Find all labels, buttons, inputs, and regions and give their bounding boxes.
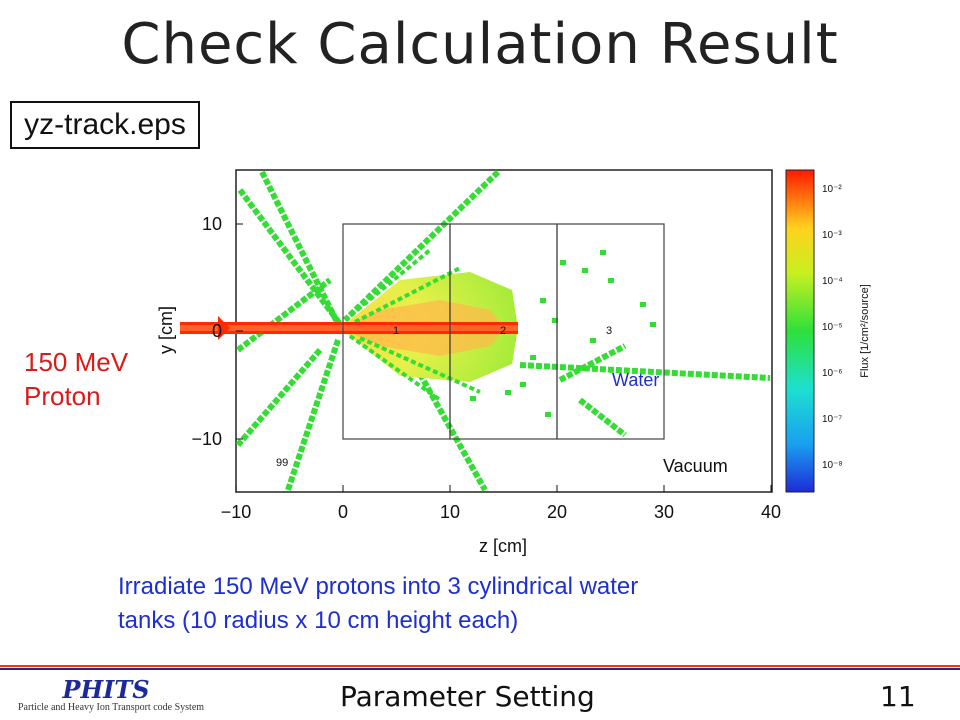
track-dot: [608, 278, 614, 283]
track-dot: [530, 355, 536, 360]
colorbar-tick-label: 10⁻³: [822, 230, 842, 241]
colorbar-label: Flux [1/cm²/source]: [859, 284, 871, 378]
region-label-3: 3: [606, 325, 612, 337]
region-labels: 1 2 3 99: [276, 325, 612, 469]
track-dot: [582, 268, 588, 273]
proton-source-label: 150 MeV Proton: [24, 345, 128, 413]
track-dot: [520, 382, 526, 387]
colorbar-tick-label: 10⁻⁴: [822, 276, 843, 287]
colorbar-tick-label: 10⁻²: [822, 184, 842, 195]
track-line: [519, 362, 771, 381]
y-axis: 10 0 −10 y [cm]: [156, 214, 243, 449]
fringe-track: [354, 266, 461, 324]
logo-wordmark: PHITS: [62, 675, 150, 704]
colorbar-tick-label: 10⁻⁵: [822, 322, 843, 333]
x-tick-label: 10: [440, 502, 460, 522]
fringe-track: [359, 336, 481, 394]
track-line: [558, 343, 627, 383]
page-number: 11: [880, 680, 916, 713]
track-line: [285, 339, 341, 491]
colorbar-scale: [785, 169, 815, 493]
track-dot: [650, 322, 656, 327]
x-tick-label: −10: [221, 502, 252, 522]
beam-arrow-icon: [218, 316, 230, 340]
proton-energy-text: 150 MeV: [24, 347, 129, 377]
flux-track-plot: 1 2 3 99 Water Vacuum −10 0 10 20 30 40 …: [156, 169, 871, 556]
track-dot: [505, 390, 511, 395]
irradiation-note: Irradiate 150 MeV protons into 3 cylindr…: [118, 570, 838, 638]
slide-title: Check Calculation Result: [121, 12, 839, 77]
scattered-tracks: [235, 169, 771, 492]
track-line: [237, 188, 343, 326]
phits-logo: PHITS Particle and Heavy Ion Transport c…: [6, 675, 216, 717]
x-tick-label: 0: [338, 502, 348, 522]
track-dot: [600, 250, 606, 255]
region-label-2: 2: [500, 325, 506, 337]
x-axis: −10 0 10 20 30 40 z [cm]: [221, 485, 781, 556]
track-dot: [545, 412, 551, 417]
cone-fringe: [343, 248, 481, 402]
colorbar-tick-label: 10⁻⁸: [822, 460, 843, 471]
track-dot: [590, 338, 596, 343]
colorbar-ticks: 10⁻² 10⁻³ 10⁻⁴ 10⁻⁵ 10⁻⁶ 10⁻⁷ 10⁻⁸: [822, 184, 843, 471]
water-tank-3: [556, 223, 665, 440]
y-tick-label: 0: [212, 321, 222, 341]
water-tanks: [342, 223, 665, 440]
footer-divider-red: [0, 665, 960, 667]
track-dot: [540, 298, 546, 303]
track-line: [417, 372, 488, 492]
track-line: [235, 348, 323, 447]
colorbar-tick-label: 10⁻⁶: [822, 368, 843, 379]
x-tick-label: 30: [654, 502, 674, 522]
vacuum-label: Vacuum: [663, 456, 728, 476]
track-dot: [470, 396, 476, 401]
fringe-track: [343, 248, 432, 322]
file-name-badge: yz-track.eps: [10, 101, 200, 149]
track-line: [578, 397, 627, 438]
note-line-2: tanks (10 radius x 10 cm height each): [118, 607, 519, 634]
plot-area: 1 2 3 99 Water Vacuum −10 0 10 20 30 40 …: [156, 169, 781, 556]
track-dot: [552, 318, 558, 323]
x-tick-label: 40: [761, 502, 781, 522]
footer-section-title: Parameter Setting: [340, 680, 595, 713]
note-line-1: Irradiate 150 MeV protons into 3 cylindr…: [118, 573, 639, 600]
footer-divider-blue: [0, 668, 960, 670]
fringe-track: [348, 334, 442, 402]
region-label-99: 99: [276, 457, 288, 469]
track-dot: [560, 260, 566, 265]
x-tick-label: 20: [547, 502, 567, 522]
track-line: [236, 277, 332, 353]
proton-beam-core: [180, 325, 518, 331]
proton-particle-text: Proton: [24, 381, 101, 411]
region-label-1: 1: [393, 325, 399, 337]
scattered-dots: [470, 250, 656, 417]
colorbar-tick-label: 10⁻⁷: [822, 414, 842, 425]
track-line: [342, 169, 501, 323]
logo-subtitle: Particle and Heavy Ion Transport code Sy…: [17, 702, 205, 713]
x-axis-label: z [cm]: [479, 536, 527, 556]
y-axis-label: y [cm]: [156, 306, 176, 354]
colorbar: 10⁻² 10⁻³ 10⁻⁴ 10⁻⁵ 10⁻⁶ 10⁻⁷ 10⁻⁸ Flux …: [785, 169, 871, 493]
y-tick-label: 10: [202, 214, 222, 234]
y-tick-label: −10: [191, 429, 222, 449]
track-dot: [640, 302, 646, 307]
water-label: Water: [612, 370, 659, 390]
